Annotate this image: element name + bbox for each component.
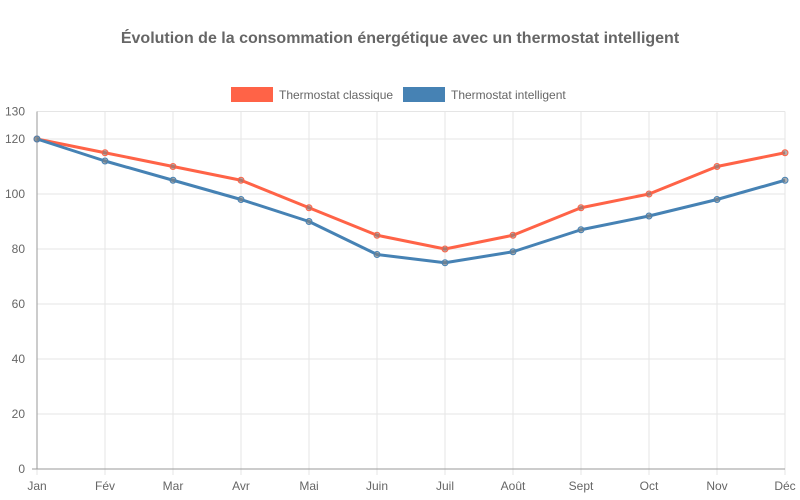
y-tick-label: 120 (5, 132, 25, 146)
y-tick-label: 20 (12, 407, 26, 421)
data-point (237, 196, 245, 203)
data-point (577, 226, 585, 234)
y-tick-label: 130 (5, 105, 25, 119)
data-point (305, 218, 313, 225)
legend-item: Thermostat classique (231, 87, 393, 102)
data-point (781, 149, 789, 157)
series-1 (33, 135, 789, 253)
data-point (713, 196, 721, 203)
x-tick-label: Avr (232, 479, 250, 493)
x-tick-label: Fév (95, 479, 115, 493)
legend-label: Thermostat intelligent (451, 88, 566, 102)
x-tick-label: Juin (366, 479, 388, 493)
data-point (101, 149, 109, 157)
data-point (169, 163, 177, 170)
y-tick-label: 40 (12, 352, 26, 366)
data-point (713, 163, 721, 170)
data-point (509, 231, 517, 239)
series-line (36, 137, 786, 265)
x-tick-label: Août (501, 479, 526, 493)
y-tick-label: 100 (5, 187, 25, 201)
x-tick-label: Déc (774, 479, 795, 493)
data-point (577, 204, 585, 212)
x-tick-label: Sept (569, 479, 594, 493)
legend-item: Thermostat intelligent (403, 87, 566, 102)
data-point (373, 231, 381, 239)
data-point (373, 251, 381, 258)
data-point (441, 245, 449, 253)
legend-swatch (231, 87, 273, 102)
data-point (33, 135, 41, 143)
series-2 (33, 135, 789, 267)
x-tick-label: Mar (163, 479, 184, 493)
y-tick-label: 60 (12, 297, 26, 311)
y-tick-label: 0 (18, 462, 25, 476)
data-point (305, 204, 313, 212)
data-point (169, 176, 177, 184)
series-line (36, 137, 786, 251)
data-point (441, 259, 449, 267)
legend-label: Thermostat classique (279, 88, 393, 102)
data-point (101, 157, 109, 165)
x-tick-label: Mai (299, 479, 318, 493)
x-tick-label: Jan (27, 479, 46, 493)
y-tick-label: 80 (12, 242, 26, 256)
chart-title: Évolution de la consommation énergétique… (120, 30, 680, 47)
data-point (645, 190, 653, 198)
data-point (645, 212, 653, 220)
x-tick-label: Oct (640, 479, 659, 493)
x-tick-label: Nov (706, 479, 727, 493)
data-point (509, 248, 517, 256)
data-point (781, 176, 789, 184)
legend-swatch (403, 87, 445, 102)
x-tick-label: Juil (436, 479, 454, 493)
data-point (237, 176, 245, 184)
